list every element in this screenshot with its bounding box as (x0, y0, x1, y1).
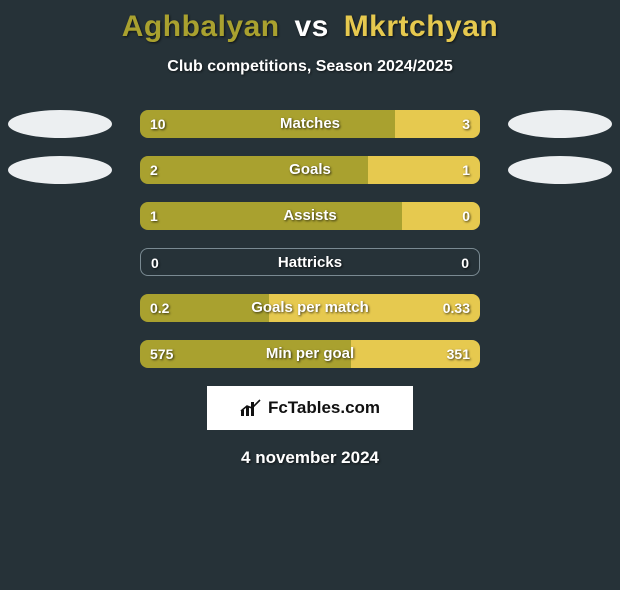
bar-fill-left (140, 202, 402, 230)
logo-text: FcTables.com (268, 398, 380, 418)
stats-chart: 103Matches21Goals10Assists00Hattricks0.2… (0, 110, 620, 368)
player1-name: Aghbalyan (122, 10, 280, 43)
player1-oval (8, 110, 112, 138)
stat-value-right: 0.33 (443, 294, 470, 322)
stat-value-right: 351 (447, 340, 470, 368)
vs-label: vs (294, 10, 328, 43)
bar-fill-left (140, 110, 395, 138)
footer-date: 4 november 2024 (0, 448, 620, 468)
stat-bar: 0 0Hattricks (140, 248, 480, 276)
stat-label: Hattricks (141, 249, 479, 276)
stat-value-right: 1 (462, 156, 470, 184)
stat-row: 575351Min per goal (0, 340, 620, 368)
player2-oval (508, 156, 612, 184)
stat-value-left: 2 (150, 156, 158, 184)
stat-row: 0.20.33Goals per match (0, 294, 620, 322)
player2-oval (508, 110, 612, 138)
stat-value-left: 0 (151, 249, 159, 276)
source-logo: FcTables.com (207, 386, 413, 430)
player1-oval (8, 156, 112, 184)
stat-value-right: 0 (462, 202, 470, 230)
stat-value-left: 10 (150, 110, 166, 138)
subtitle: Club competitions, Season 2024/2025 (0, 58, 620, 76)
stat-value-left: 575 (150, 340, 173, 368)
stat-bar: 21Goals (140, 156, 480, 184)
stat-bar: 575351Min per goal (140, 340, 480, 368)
stat-row: 21Goals (0, 156, 620, 184)
stat-row: 0 0Hattricks (0, 248, 620, 276)
player2-name: Mkrtchyan (344, 10, 499, 43)
stat-value-right: 0 (461, 249, 469, 276)
stat-value-left: 1 (150, 202, 158, 230)
stat-bar: 103Matches (140, 110, 480, 138)
stat-bar: 10Assists (140, 202, 480, 230)
stat-row: 103Matches (0, 110, 620, 138)
bars-icon (240, 399, 262, 417)
stat-row: 10Assists (0, 202, 620, 230)
bar-fill-left (140, 156, 368, 184)
stat-value-left: 0.2 (150, 294, 169, 322)
stat-value-right: 3 (462, 110, 470, 138)
comparison-title: Aghbalyan vs Mkrtchyan (0, 10, 620, 44)
stat-bar: 0.20.33Goals per match (140, 294, 480, 322)
